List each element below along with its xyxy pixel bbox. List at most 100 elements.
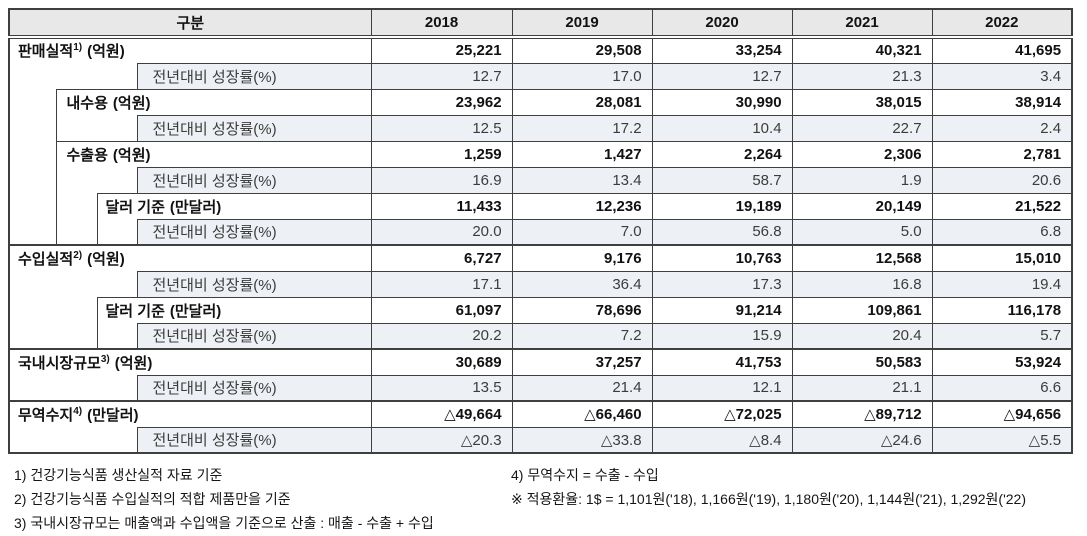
table-row: 수출용 (억원) 1,259 1,427 2,264 2,306 2,781 [9,140,1073,167]
blank-cell [55,167,137,193]
growth-cell: 21.4 [511,374,653,401]
row-label-text: 국내시장규모 [18,354,101,372]
growth-label: 전년대비 성장률(%) [136,62,372,89]
growth-cell: 19.4 [931,270,1073,297]
blank-cell [9,115,56,141]
growth-cell: 17.2 [511,114,653,141]
growth-cell: 12.1 [651,374,793,401]
growth-cell: 16.9 [370,166,513,193]
table-row: 전년대비 성장률(%) 20.0 7.0 56.8 5.0 6.8 [9,218,1073,245]
growth-cell: 36.4 [511,270,653,297]
blank-cell [96,323,137,349]
footnote-marker: 2) [73,249,83,261]
value-cell: 38,015 [791,88,933,115]
footnote-2: 2) 건강기능식품 수입실적의 적합 제품만을 기준 [14,491,291,507]
row-label-text: 판매실적 [18,43,74,61]
table-row: 전년대비 성장률(%) 12.5 17.2 10.4 22.7 2.4 [9,114,1073,141]
footnote-marker: 3) [100,353,110,365]
footnotes-left: 1) 건강기능식품 생산실적 자료 기준 2) 건강기능식품 수입실적의 적합 … [8,463,511,535]
value-cell: 12,568 [791,244,933,271]
table-row: 무역수지4) (만달러) △49,664 △66,460 △72,025 △89,… [9,400,1073,427]
blank-cell [9,271,137,297]
growth-label: 전년대비 성장률(%) [136,114,372,141]
growth-cell: 10.4 [651,114,793,141]
value-cell: 19,189 [651,192,793,219]
row-label-unit: (만달러) [169,198,222,216]
value-cell: 41,753 [651,348,793,375]
column-header-2022: 2022 [931,9,1073,39]
row-label-unit: (억원) [87,43,125,61]
growth-cell: 21.1 [791,374,933,401]
blank-cell [96,219,137,245]
blank-cell [55,219,97,245]
growth-cell: 3.4 [931,62,1073,89]
row-label-sales: 판매실적1) (억원) [9,37,371,63]
value-cell: △49,664 [370,400,513,427]
footnote-4: 4) 무역수지 = 수출 - 수입 [511,467,659,483]
value-cell: △94,656 [931,400,1073,427]
row-label-text: 수출용 [66,146,108,164]
value-cell: 28,081 [511,88,653,115]
growth-label: 전년대비 성장률(%) [136,218,372,245]
growth-cell: 12.5 [370,114,513,141]
value-cell: 23,962 [370,88,513,115]
growth-cell: 17.3 [651,270,793,297]
row-label-text: 무역수지 [18,406,74,424]
value-cell: 61,097 [370,296,513,323]
value-cell: 109,861 [791,296,933,323]
growth-cell: 5.0 [791,218,933,245]
footnotes-right: 4) 무역수지 = 수출 - 수입 ※ 적용환율: 1$ = 1,101원('1… [511,463,1079,535]
growth-cell: 13.5 [370,374,513,401]
value-cell: 50,583 [791,348,933,375]
growth-cell: 16.8 [791,270,933,297]
blank-cell [9,219,56,245]
value-cell: △89,712 [791,400,933,427]
value-cell: 9,176 [511,244,653,271]
value-cell: 1,427 [511,140,653,167]
table-row: 전년대비 성장률(%) 16.9 13.4 58.7 1.9 20.6 [9,166,1073,193]
row-label-imports: 수입실적2) (억원) [9,244,372,271]
row-label-export: 수출용 (억원) [55,140,372,167]
value-cell: 91,214 [651,296,793,323]
value-cell: △72,025 [651,400,793,427]
value-cell: 10,763 [651,244,793,271]
row-label-domestic: 내수용 (억원) [55,88,372,115]
blank-cell [9,193,56,219]
value-cell: 53,924 [931,348,1073,375]
table-row: 전년대비 성장률(%) 17.1 36.4 17.3 16.8 19.4 [9,270,1073,297]
blank-cell [9,141,56,167]
value-cell: 12,236 [511,192,653,219]
blank-cell [9,323,97,349]
growth-cell: 12.7 [651,62,793,89]
column-header-2021: 2021 [791,9,933,39]
row-label-trade-balance: 무역수지4) (만달러) [9,400,372,427]
footnote-marker: 4) [73,405,83,417]
blank-cell [9,167,56,193]
growth-cell: 6.6 [931,374,1073,401]
growth-cell: 1.9 [791,166,933,193]
growth-cell: 17.1 [370,270,513,297]
column-header-2018: 2018 [370,9,513,39]
growth-cell: 20.2 [370,322,513,349]
growth-cell: △24.6 [791,426,933,453]
growth-cell: 20.6 [931,166,1073,193]
growth-cell: 6.8 [931,218,1073,245]
table-row: 전년대비 성장률(%) 20.2 7.2 15.9 20.4 5.7 [9,322,1073,349]
row-label-text: 내수용 [66,94,108,112]
growth-label: 전년대비 성장률(%) [136,166,372,193]
growth-cell: 58.7 [651,166,793,193]
growth-cell: 17.0 [511,62,653,89]
growth-label: 전년대비 성장률(%) [136,426,372,453]
header-row: 구분 2018 2019 2020 2021 2022 [9,9,1073,39]
value-cell: 30,990 [651,88,793,115]
table-row: 달러 기준 (만달러) 61,097 78,696 91,214 109,861 … [9,296,1073,323]
growth-label: 전년대비 성장률(%) [136,270,372,297]
row-label-market-size: 국내시장규모3) (억원) [9,348,372,375]
value-cell: 2,781 [931,140,1073,167]
table-row: 달러 기준 (만달러) 11,433 12,236 19,189 20,149 2… [9,192,1073,219]
value-cell: 40,321 [791,36,933,63]
table-row: 수입실적2) (억원) 6,727 9,176 10,763 12,568 15,… [9,244,1073,271]
growth-cell: 15.9 [651,322,793,349]
row-label-unit: (억원) [112,146,151,164]
